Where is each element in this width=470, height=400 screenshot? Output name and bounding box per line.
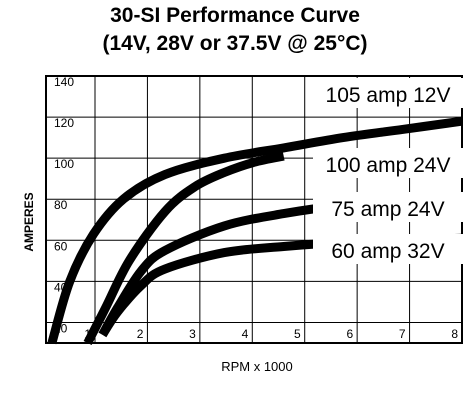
x-axis-label: RPM x 1000 [221,359,293,374]
x-tick-label: 4 [242,327,249,341]
series-label-text: 75 amp 24V [331,198,444,221]
series-label-text: 100 amp 24V [326,154,451,177]
series-label-3: 75 amp 24V [313,192,463,222]
x-tick-label: 8 [451,327,458,341]
x-tick-label: 6 [346,327,353,341]
y-tick-label: 40 [54,280,68,294]
axis-ticks: 20 40 60 80 100 120 140 1 2 3 4 5 6 7 8 [54,75,458,341]
series-curve-2 [83,151,285,346]
x-tick-label: 7 [399,327,406,341]
series-curve-1 [47,116,463,345]
y-tick-label: 100 [54,157,74,171]
series-label-text: 105 amp 12V [326,84,451,107]
chart-title: 30-SI Performance Curve [110,4,360,27]
series-label-background [313,192,463,222]
series-label-background [313,234,463,264]
series-label-background [313,78,463,108]
chart-subtitle: (14V, 28V or 37.5V @ 25°C) [102,32,368,55]
x-tick-label: 1 [84,327,91,341]
series-label-4: 60 amp 32V [313,234,463,264]
x-tick-label: 2 [137,327,144,341]
y-tick-label: 60 [54,239,68,253]
series-label-1: 105 amp 12V [313,78,463,108]
x-tick-label: 5 [294,327,301,341]
y-tick-label: 80 [54,198,68,212]
series-labels: 105 amp 12V 100 amp 24V 75 amp 24V 60 amp 3… [313,78,463,264]
series-label-text: 60 amp 32V [331,240,444,263]
series-label-background [313,148,463,178]
series-label-2: 100 amp 24V [313,148,463,178]
y-axis-label: AMPERES [22,192,36,251]
y-tick-label: 20 [54,321,68,335]
y-tick-label: 140 [54,75,74,89]
x-tick-label: 3 [189,327,196,341]
y-tick-label: 120 [54,116,74,130]
